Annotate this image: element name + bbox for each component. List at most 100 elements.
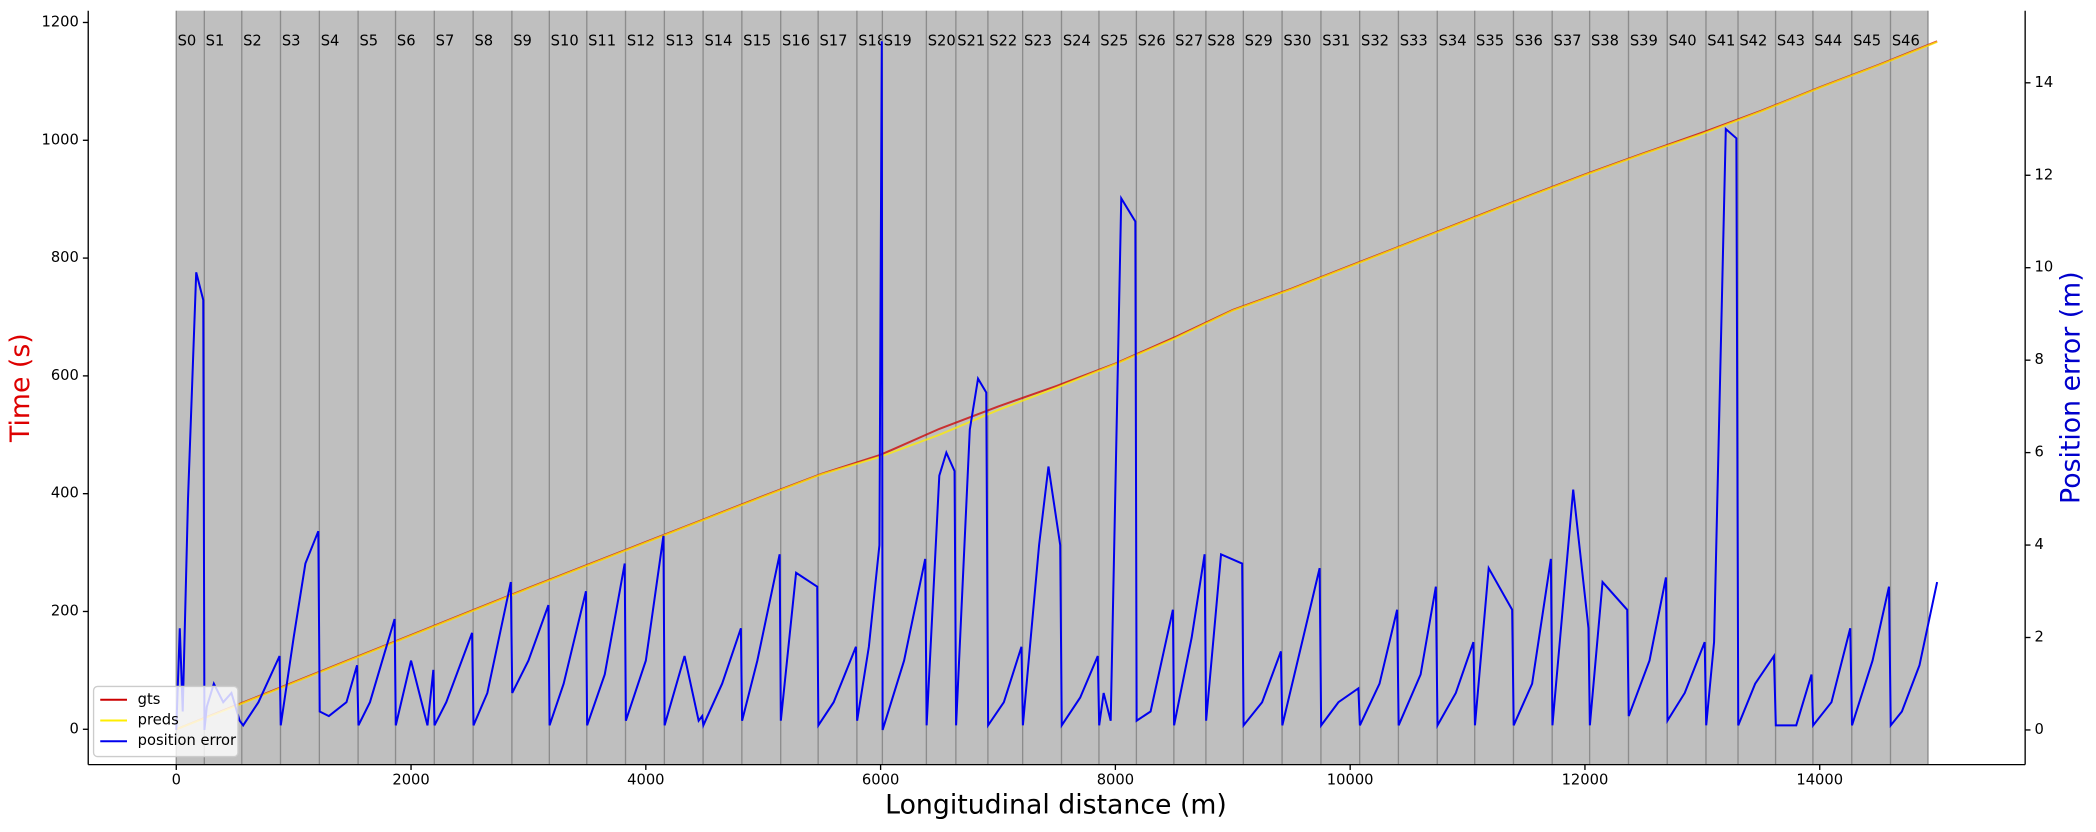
- y2-tick-label: 6: [2035, 444, 2044, 461]
- y-axis-title: Time (s): [5, 333, 36, 443]
- segment-label: S14: [704, 32, 732, 49]
- segment-region: [1205, 10, 1244, 765]
- segment-label: S24: [1063, 32, 1091, 49]
- segment-label: S12: [627, 32, 655, 49]
- segment-region: [1437, 10, 1475, 765]
- segment-region: [741, 10, 781, 765]
- segment-region: [1061, 10, 1099, 765]
- y-tick-label: 600: [51, 367, 79, 384]
- segment-region: [1890, 10, 1928, 765]
- segment-region: [856, 10, 883, 765]
- y2-tick-label: 12: [2035, 166, 2054, 183]
- segment-region: [434, 10, 474, 765]
- segment-label: S19: [884, 32, 912, 49]
- segment-region: [987, 10, 1023, 765]
- x-tick-label: 10000: [1327, 772, 1374, 789]
- y-tick-label: 800: [51, 249, 79, 266]
- segment-label: S35: [1476, 32, 1504, 49]
- segment-region: [319, 10, 359, 765]
- segment-label: S43: [1777, 32, 1805, 49]
- segment-label: S18: [858, 32, 886, 49]
- x-tick-label: 0: [172, 772, 181, 789]
- y-tick-label: 400: [51, 485, 79, 502]
- segment-region: [586, 10, 626, 765]
- segment-label: S32: [1361, 32, 1389, 49]
- y2-tick-label: 14: [2035, 74, 2054, 91]
- segment-label: S2: [243, 32, 262, 49]
- segment-label: S39: [1630, 32, 1658, 49]
- segment-region: [1775, 10, 1813, 765]
- segment-label: S37: [1554, 32, 1582, 49]
- segment-label: S21: [957, 32, 985, 49]
- y2-tick-label: 4: [2035, 536, 2044, 553]
- segment-label: S45: [1853, 32, 1881, 49]
- legend-label: preds: [138, 712, 179, 729]
- segment-region: [1628, 10, 1668, 765]
- segment-region: [1851, 10, 1891, 765]
- segment-region: [241, 10, 281, 765]
- segment-label: S1: [206, 32, 225, 49]
- x-tick-label: 8000: [1097, 772, 1134, 789]
- legend-label: position error: [138, 732, 237, 749]
- segment-label: S3: [282, 32, 301, 49]
- segment-label: S20: [928, 32, 956, 49]
- y2-tick-label: 2: [2035, 629, 2044, 646]
- segment-label: S36: [1515, 32, 1543, 49]
- x-tick-label: 12000: [1562, 772, 1609, 789]
- segment-label: S41: [1707, 32, 1735, 49]
- x-tick-label: 2000: [392, 772, 429, 789]
- segment-region: [549, 10, 587, 765]
- segment-label: S15: [743, 32, 771, 49]
- segment-region: [625, 10, 665, 765]
- series-line: [175, 41, 1939, 731]
- legend: gts preds position error: [92, 685, 239, 758]
- segment-label: S11: [588, 32, 616, 49]
- legend-label: gts: [138, 691, 161, 708]
- y-tick-label: 1000: [41, 131, 78, 148]
- segment-label: S30: [1283, 32, 1311, 49]
- y2-axis-title: Position error (m): [2055, 271, 2086, 504]
- x-axis-title: Longitudinal distance (m): [885, 790, 1227, 821]
- segment-label: S6: [397, 32, 416, 49]
- segment-region: [473, 10, 512, 765]
- segment-label: S4: [321, 32, 340, 49]
- segment-region: [703, 10, 742, 765]
- x-tick-label: 6000: [862, 772, 899, 789]
- segment-label: S40: [1669, 32, 1697, 49]
- segment-label: S7: [436, 32, 455, 49]
- y2-tick-label: 10: [2035, 259, 2054, 276]
- segment-region: [1282, 10, 1321, 765]
- segment-region: [1398, 10, 1438, 765]
- segment-label: S34: [1439, 32, 1467, 49]
- segment-region: [1738, 10, 1776, 765]
- segment-region: [1705, 10, 1739, 765]
- segment-region: [1136, 10, 1174, 765]
- segment-label: S22: [989, 32, 1017, 49]
- segment-region: [818, 10, 857, 765]
- x-tick-label: 4000: [627, 772, 664, 789]
- y2-tick-label: 8: [2035, 351, 2044, 368]
- segment-region: [1243, 10, 1283, 765]
- segment-region: [1474, 10, 1514, 765]
- series-line: [175, 40, 1938, 731]
- segment-label: S42: [1739, 32, 1767, 49]
- segment-label: S46: [1892, 32, 1920, 49]
- legend-box: [92, 685, 239, 758]
- segment-region: [1320, 10, 1360, 765]
- segment-label: S17: [819, 32, 847, 49]
- segment-region: [1667, 10, 1706, 765]
- segment-region: [358, 10, 396, 765]
- segment-region: [882, 10, 927, 765]
- segment-label: S25: [1100, 32, 1128, 49]
- segment-label: S27: [1175, 32, 1203, 49]
- y-tick-label: 1200: [41, 13, 78, 30]
- segment-label: S31: [1322, 32, 1350, 49]
- segment-region: [1552, 10, 1590, 765]
- segment-region: [1589, 10, 1629, 765]
- segment-label: S5: [359, 32, 378, 49]
- y2-tick-label: 0: [2035, 721, 2044, 738]
- segment-region: [395, 10, 435, 765]
- segment-label: S10: [551, 32, 579, 49]
- segment-label: S23: [1024, 32, 1052, 49]
